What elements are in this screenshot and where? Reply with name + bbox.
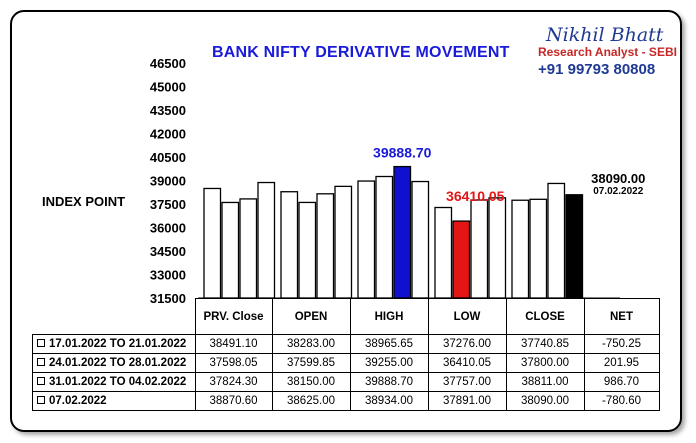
y-tick-label: 34500 <box>150 244 186 259</box>
y-tick-label: 37500 <box>150 197 186 212</box>
y-tick-label: 42000 <box>150 127 186 142</box>
y-axis-ticks: 31500 33000 34500 36000 37500 39000 40500 42000… <box>150 56 186 306</box>
table-cell: 37757.00 <box>427 372 507 392</box>
table-cell: 38870.60 <box>194 391 273 411</box>
close-annotation-date: 07.02.2022 <box>593 186 643 197</box>
bar <box>203 187 222 299</box>
legend-square-icon <box>37 357 45 366</box>
legend-square-icon <box>37 338 45 347</box>
table-cell: 986.70 <box>583 372 660 392</box>
bars <box>203 165 584 299</box>
table-cell: 37800.00 <box>505 353 585 373</box>
bar <box>452 220 471 299</box>
table-cell: 37276.00 <box>427 334 507 354</box>
table-cell: 38625.00 <box>271 391 351 411</box>
bar <box>316 193 335 299</box>
brand-name: Nikhil Bhatt <box>546 24 664 46</box>
outer-border <box>10 10 682 432</box>
table-cell: 37824.30 <box>194 372 273 392</box>
brand-phone: +91 99793 80808 <box>538 61 656 78</box>
table-cell: 201.95 <box>583 353 660 373</box>
table-cell: 37740.85 <box>505 334 585 354</box>
table-cell: 38965.65 <box>349 334 429 354</box>
row-label: 07.02.2022 <box>32 391 196 411</box>
table-cell: 38934.00 <box>349 391 429 411</box>
table-header-row: PRV. Close OPEN HIGH LOW CLOSE NET <box>33 298 660 335</box>
y-tick-label: 43500 <box>150 103 186 118</box>
high-annotation: 39888.70 <box>373 145 432 161</box>
row-label-text: 24.01.2022 TO 28.01.2022 <box>49 357 187 369</box>
col-header: LOW <box>427 298 507 335</box>
row-label: 31.01.2022 TO 04.02.2022 <box>32 372 196 392</box>
y-tick-label: 40500 <box>150 150 186 165</box>
close-annotation: 38090.00 <box>591 171 645 186</box>
brand-role: Research Analyst - SEBI <box>538 45 677 59</box>
table-row: 31.01.2022 TO 04.02.2022 37824.30 38150.00… <box>32 372 660 392</box>
table-cell: -780.60 <box>583 391 660 411</box>
table-cell: -750.25 <box>583 334 660 354</box>
y-tick-label: 33000 <box>150 268 186 283</box>
row-label: 17.01.2022 TO 21.01.2022 <box>32 334 196 354</box>
bar <box>239 198 258 299</box>
bar <box>511 199 530 299</box>
table-row: 17.01.2022 TO 21.01.2022 38491.10 38283.00… <box>32 334 660 354</box>
bar <box>488 197 507 299</box>
y-tick-label: 39000 <box>150 174 186 189</box>
row-label-text: 17.01.2022 TO 21.01.2022 <box>49 338 187 350</box>
bar <box>280 191 299 299</box>
col-header: HIGH <box>349 298 429 335</box>
table-cell: 39888.70 <box>349 372 429 392</box>
bar <box>221 201 240 299</box>
table-cell: 37598.05 <box>194 353 273 373</box>
legend-square-icon <box>37 376 45 385</box>
y-tick-label: 46500 <box>150 56 186 71</box>
y-axis-label: INDEX POINT <box>42 194 126 209</box>
table-cell: 36410.05 <box>427 353 507 373</box>
table-cell: 37599.85 <box>271 353 351 373</box>
row-label: 24.01.2022 TO 28.01.2022 <box>32 353 196 373</box>
table-cell: 38150.00 <box>271 372 351 392</box>
col-header: OPEN <box>271 298 351 335</box>
col-header: PRV. Close <box>194 298 273 335</box>
table-cell: 39255.00 <box>349 353 429 373</box>
row-label-text: 31.01.2022 TO 04.02.2022 <box>49 376 187 388</box>
bar <box>565 194 584 299</box>
row-label-text: 07.02.2022 <box>49 395 107 407</box>
table-cell: 37891.00 <box>427 391 507 411</box>
bar <box>393 165 412 299</box>
bar <box>375 175 394 299</box>
col-header: CLOSE <box>505 298 585 335</box>
bar <box>411 180 430 299</box>
table-corner <box>33 299 196 335</box>
table-row: 24.01.2022 TO 28.01.2022 37598.05 37599.85… <box>32 353 660 373</box>
table-cell: 38090.00 <box>505 391 585 411</box>
y-tick-label: 36000 <box>150 221 186 236</box>
bar <box>334 185 353 299</box>
bar <box>529 198 548 299</box>
table-cell: 38491.10 <box>194 334 273 354</box>
table-row: 07.02.2022 38870.60 38625.00 38934.00 37891.… <box>32 391 660 411</box>
bar <box>434 206 453 299</box>
legend-square-icon <box>37 395 45 404</box>
data-table: PRV. Close OPEN HIGH LOW CLOSE NET 17.01… <box>32 298 660 411</box>
chart-title: BANK NIFTY DERIVATIVE MOVEMENT <box>212 44 510 61</box>
bar <box>547 182 566 299</box>
bar <box>257 181 276 299</box>
y-tick-label: 45000 <box>150 80 186 95</box>
bar <box>470 199 489 299</box>
low-annotation: 36410.05 <box>446 188 505 204</box>
table-cell: 38811.00 <box>505 372 585 392</box>
bar <box>357 180 376 299</box>
table-cell: 38283.00 <box>271 334 351 354</box>
y-tick-label: 31500 <box>150 291 186 306</box>
bar <box>298 201 317 299</box>
col-header: NET <box>583 298 660 335</box>
